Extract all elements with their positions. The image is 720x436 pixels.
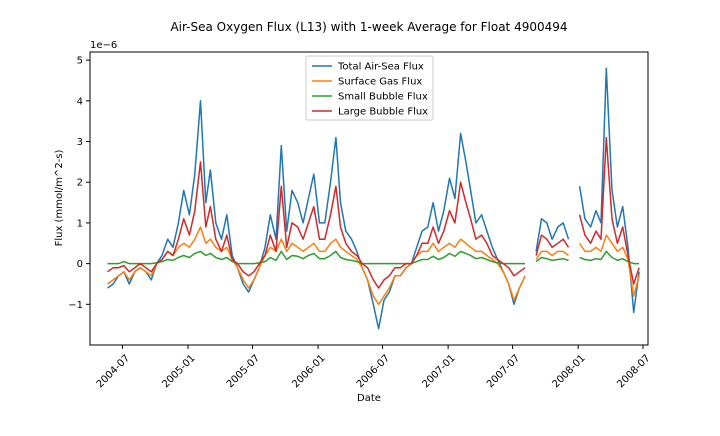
y-tick-label: 2 (77, 178, 83, 189)
legend: Total Air-Sea Flux Surface Gas Flux Small … (305, 55, 434, 121)
y-axis: −1 0 1 2 3 4 5 (68, 56, 90, 311)
x-tick-label: 2005-07 (225, 353, 262, 390)
series-line-1 (107, 226, 640, 306)
series-line-3 (107, 136, 640, 289)
plot-area (107, 67, 640, 330)
plot-frame (89, 51, 649, 346)
y-axis-label: Flux (mmol/m^2-s) (54, 149, 65, 246)
x-tick-label: 2007-07 (485, 353, 522, 390)
legend-label: Total Air-Sea Flux (337, 62, 424, 73)
x-tick-label: 2008-01 (550, 353, 587, 390)
x-axis-label: Date (357, 393, 381, 404)
y-tick-label: 1 (77, 218, 83, 229)
series-line-2 (107, 250, 640, 265)
x-axis: 2004-07 2005-01 2005-07 2006-01 2006-07 2007-… (95, 345, 653, 390)
x-tick-label: 2005-01 (160, 353, 197, 390)
x-tick-label: 2008-07 (615, 353, 652, 390)
y-tick-label: 4 (77, 96, 83, 107)
legend-box (305, 55, 434, 121)
chart-title: Air-Sea Oxygen Flux (L13) with 1-week Av… (170, 20, 567, 34)
x-tick-label: 2007-01 (420, 353, 457, 390)
legend-label: Large Bubble Flux (338, 107, 428, 118)
x-tick-label: 2004-07 (95, 353, 132, 390)
y-tick-label: −1 (68, 300, 83, 311)
legend-label: Surface Gas Flux (338, 77, 422, 88)
y-tick-label: 0 (77, 259, 83, 270)
y-offset-label: 1e−6 (90, 40, 117, 51)
legend-label: Small Bubble Flux (338, 92, 428, 103)
y-tick-label: 5 (77, 56, 83, 67)
y-tick-label: 3 (77, 137, 83, 148)
x-tick-label: 2006-01 (290, 353, 327, 390)
x-tick-label: 2006-07 (355, 353, 392, 390)
